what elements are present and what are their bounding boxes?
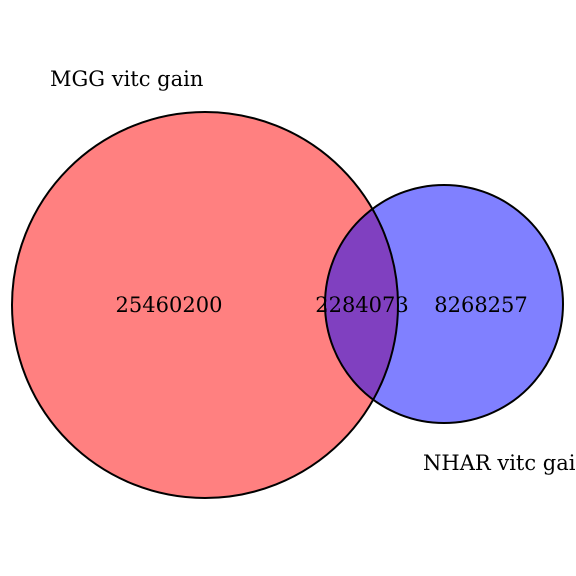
nhar-set-label: NHAR vitc gain [423, 451, 576, 475]
mgg-set-outline [11, 111, 399, 499]
intersection-count: 2284073 [315, 293, 409, 317]
nhar-set-outline [324, 184, 564, 424]
intersection-region [325, 185, 398, 423]
mgg-set-label: MGG vitc gain [50, 67, 203, 91]
mgg-only-count: 25460200 [116, 293, 223, 317]
nhar-only-count: 8268257 [434, 293, 528, 317]
mgg-set-circle [12, 112, 398, 498]
